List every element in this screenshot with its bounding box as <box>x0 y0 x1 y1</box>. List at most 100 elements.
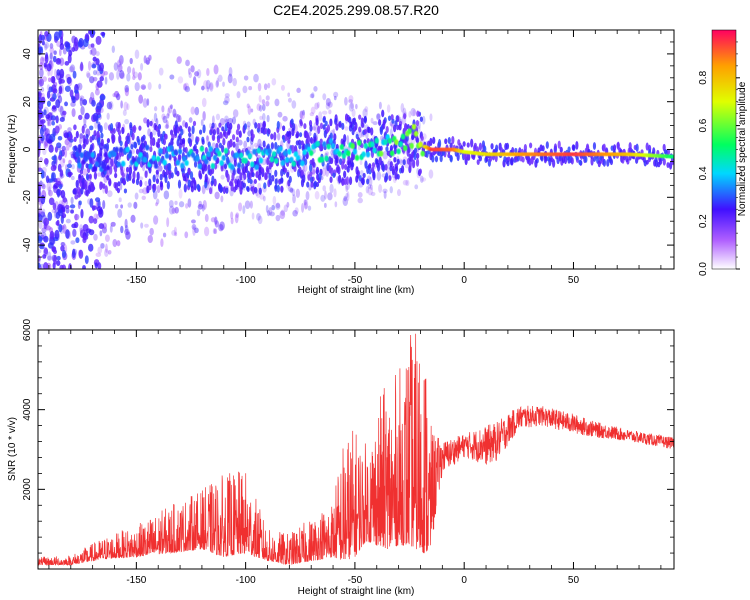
spectrogram-halo-blob <box>164 133 168 140</box>
spectrogram-halo-blob <box>376 162 381 172</box>
spectrogram-noise-blob <box>50 165 57 172</box>
spectrogram-halo-blob <box>232 141 236 148</box>
spectrogram-ridge-mark <box>289 156 294 163</box>
spectrogram-noise-blob <box>162 232 167 238</box>
spectrogram-noise-blob <box>405 179 410 187</box>
spectrogram-ridge-mark <box>236 162 242 169</box>
spectrogram-halo-blob <box>385 126 389 134</box>
spectrogram-noise-blob <box>187 198 192 208</box>
spectrogram-halo-blob <box>360 143 364 149</box>
spectrogram-noise-blob <box>242 205 246 215</box>
spectrogram-halo-blob <box>411 134 415 141</box>
spectrogram-noise-blob <box>327 101 333 108</box>
spectrogram-halo-blob <box>302 174 306 183</box>
spectrogram-noise-blob <box>94 262 98 269</box>
spectrogram-halo-blob <box>108 178 112 187</box>
spectrogram-halo-blob <box>196 183 200 191</box>
spectrogram-halo-blob <box>559 146 563 153</box>
spectrogram-halo-blob <box>478 155 482 162</box>
spectrogram-halo-blob <box>243 123 247 130</box>
snr-series-line <box>38 333 674 566</box>
spectrogram-noise-blob <box>61 145 66 151</box>
spectrogram-noise-blob <box>138 94 144 104</box>
spectrogram-noise-blob <box>280 84 285 91</box>
spectrogram-halo-blob <box>391 165 395 174</box>
spectrogram-noise-blob <box>68 66 75 73</box>
spectrogram-halo-blob <box>97 137 101 146</box>
spectrogram-noise-blob <box>410 107 416 117</box>
spectrogram-halo-blob <box>341 122 345 130</box>
spectrogram-noise-blob <box>100 31 106 37</box>
spectrogram-noise-blob <box>86 72 91 79</box>
spectrogram-halo-blob <box>597 160 601 168</box>
spectrogram-noise-blob <box>277 111 283 118</box>
spectrogram-halo-blob <box>73 145 78 151</box>
spectrogram-halo-blob <box>146 118 150 128</box>
spectrogram-halo-blob <box>343 163 348 170</box>
spectrogram-y-tick-label: -40 <box>22 237 33 252</box>
spectrogram-halo-blob <box>270 142 274 150</box>
spectrogram-noise-blob <box>129 57 133 65</box>
spectrogram-halo-blob <box>319 138 323 144</box>
spectrogram-ridge-mark <box>116 161 122 168</box>
spectrogram-halo-blob <box>117 181 121 187</box>
spectrogram-noise-blob <box>85 71 91 78</box>
spectrogram-noise-blob <box>295 188 301 199</box>
spectrogram-halo-blob <box>322 124 326 130</box>
spectrogram-noise-blob <box>56 260 61 266</box>
spectrogram-halo-blob <box>85 173 90 181</box>
spectrogram-noise-blob <box>64 204 70 209</box>
spectrogram-noise-blob <box>169 74 175 80</box>
spectrogram-noise-blob <box>299 110 304 120</box>
spectrogram-halo-blob <box>106 138 111 144</box>
spectrogram-halo-blob <box>370 167 375 174</box>
spectrogram-ridge-mark <box>195 155 200 162</box>
spectrogram-halo-blob <box>490 143 494 150</box>
spectrogram-halo-blob <box>233 159 237 167</box>
spectrogram-noise-blob <box>116 70 120 80</box>
spectrogram-halo-blob <box>378 156 382 166</box>
spectrogram-noise-blob <box>47 139 53 144</box>
spectrogram-halo-blob <box>208 187 213 195</box>
spectrogram-halo-blob <box>211 134 216 141</box>
spectrogram-x-axis-label: Height of straight line (km) <box>298 285 415 296</box>
spectrogram-noise-blob <box>224 93 230 98</box>
spectrogram-noise-blob <box>389 186 393 194</box>
spectrogram-ridge-mark <box>330 142 336 149</box>
spectrogram-noise-blob <box>47 119 52 127</box>
spectrogram-noise-blob <box>211 115 215 125</box>
spectrogram-noise-blob <box>309 93 315 99</box>
spectrogram-noise-blob <box>44 43 48 51</box>
spectrogram-halo-blob <box>393 156 397 163</box>
spectrogram-noise-blob <box>219 221 225 231</box>
spectrogram-noise-blob <box>47 251 52 261</box>
spectrogram-halo-blob <box>347 154 351 162</box>
spectrogram-halo-blob <box>544 156 548 162</box>
spectrogram-noise-blob <box>275 214 281 222</box>
spectrogram-noise-blob <box>311 126 317 131</box>
spectrogram-noise-blob <box>103 122 108 131</box>
spectrogram-noise-blob <box>265 205 269 213</box>
spectrogram-ridge-mark <box>88 163 93 170</box>
spectrogram-noise-blob <box>71 108 76 118</box>
spectrogram-noise-blob <box>267 82 271 89</box>
spectrogram-noise-blob <box>130 214 136 223</box>
spectrogram-noise-blob <box>38 235 43 244</box>
spectrogram-noise-blob <box>205 79 211 90</box>
spectrogram-ridge-mark <box>337 150 342 157</box>
spectrogram-halo-blob <box>315 166 320 174</box>
spectrogram-noise-blob <box>173 113 178 118</box>
spectrogram-ridge-mark <box>103 151 108 158</box>
spectrogram-ridge-mark <box>413 130 419 137</box>
spectrogram-ridge-mark <box>118 146 124 153</box>
spectrogram-halo-blob <box>137 138 141 146</box>
spectrogram-noise-blob <box>158 67 164 76</box>
spectrogram-noise-blob <box>62 197 68 203</box>
spectrogram-noise-blob <box>70 209 74 214</box>
spectrogram-halo-blob <box>204 173 208 183</box>
spectrogram-noise-blob <box>82 237 87 244</box>
spectrogram-halo-blob <box>324 120 328 127</box>
spectrogram-ridge-mark <box>247 153 253 160</box>
spectrogram-halo-blob <box>183 183 187 193</box>
spectrogram-halo-blob <box>382 119 386 126</box>
